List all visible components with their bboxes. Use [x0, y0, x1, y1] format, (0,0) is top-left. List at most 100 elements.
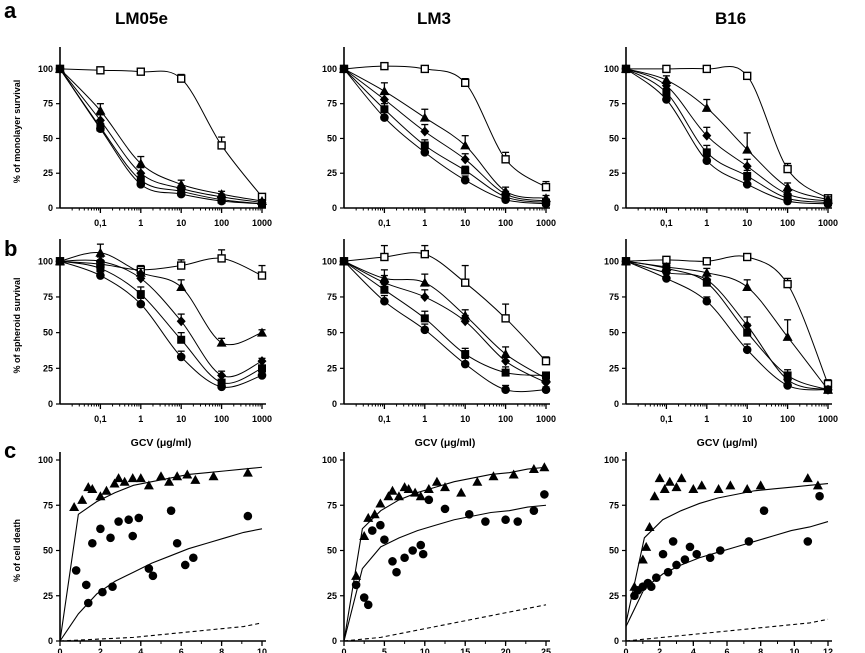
chart-b-lm05e-point-square — [177, 335, 186, 344]
chart-b-b16-point-triangle — [742, 281, 753, 291]
chart-b-lm05e-xtick-label: 1000 — [252, 414, 272, 424]
chart-c-b16-point-triangle — [742, 483, 753, 493]
chart-b-lm3-point-diamond — [460, 316, 470, 327]
chart-c-lm05e-point-triangle — [172, 471, 183, 481]
chart-b-lm3-point-circle — [380, 296, 389, 306]
chart-c-lm05e-point-circle — [134, 513, 144, 523]
chart-c-lm05e-curve-solid-1 — [59, 528, 263, 642]
chart-c-lm3-ytick-label: 25 — [327, 591, 337, 601]
chart-c-lm05e-point-triangle — [164, 476, 175, 486]
chart-c-lm05e-point-triangle — [143, 480, 154, 490]
chart-c-lm3-point-triangle — [456, 487, 467, 497]
chart-a-b16-point-circle — [662, 95, 671, 104]
chart-b-lm3-point-diamond — [379, 277, 389, 288]
chart-b-b16-series-open-square-line — [625, 255, 829, 385]
chart-b-lm05e-point-open-square — [176, 261, 186, 270]
chart-a-lm3-ytick-label: 25 — [327, 168, 337, 178]
chart-a-b16-point-circle — [783, 196, 792, 206]
chart-b-b16-ytick-label: 50 — [609, 328, 619, 338]
chart-c-lm3-point-triangle — [410, 487, 421, 497]
chart-b-lm05e-point-triangle — [216, 337, 227, 347]
chart-c-lm05e-point-circle — [81, 580, 91, 590]
chart-b-b16-point-circle — [662, 274, 671, 283]
chart-a-lm3-ytick-label: 100 — [322, 64, 337, 74]
chart-c-lm3-point-triangle — [488, 471, 499, 481]
chart-c-b16-xtick-label: 8 — [758, 647, 763, 653]
chart-a-b16-ytick-label: 100 — [604, 64, 619, 74]
chart-b-lm05e-point-triangle — [176, 281, 187, 291]
chart-b-lm05e-point-diamond — [136, 273, 146, 284]
chart-c-lm05e-point-triangle — [119, 476, 130, 486]
chart-a-lm05e-point-open-square — [217, 141, 226, 150]
chart-a-lm05e-point-open-square — [136, 67, 146, 76]
chart-c-lm05e-xtick-label: 2 — [98, 647, 103, 653]
chart-a-lm05e-ytick-label: 50 — [43, 133, 53, 143]
chart-c-lm3-xtick-label: 15 — [460, 647, 470, 653]
chart-a-lm3-point-circle — [420, 148, 430, 157]
chart-c-lm05e-point-triangle — [182, 469, 193, 479]
chart-a-lm05e-xtick-label: 10 — [176, 218, 186, 228]
chart-b-lm3-xtick-label: 100 — [498, 414, 513, 424]
chart-c-lm3-point-circle — [424, 495, 434, 505]
chart-a-lm3-series-open-square-line — [343, 65, 547, 188]
chart-c-b16-point-circle — [759, 506, 769, 515]
chart-c-lm3-xtick-label: 10 — [420, 647, 430, 653]
chart-b-lm3-series-diamond-line — [343, 260, 547, 384]
chart-a-lm3-point-diamond — [379, 94, 389, 105]
chart-a-lm05e-point-triangle — [95, 105, 106, 115]
chart-c-b16-point-circle — [658, 549, 668, 559]
chart-c-lm3-point-triangle — [440, 482, 450, 492]
chart-c-b16-xtick-label: 12 — [823, 647, 833, 653]
chart-a-b16-point-open-square — [702, 64, 711, 74]
chart-a-b16-point-diamond — [742, 161, 752, 172]
chart-c-b16-xtick-label: 4 — [691, 647, 696, 653]
chart-c-b16-point-triangle — [649, 491, 660, 501]
chart-b-lm05e-ytick-label: 25 — [43, 363, 53, 373]
chart-c-lm05e-point-triangle — [77, 494, 88, 504]
chart-a-b16-point-square — [743, 172, 752, 181]
chart-c-lm05e-ytick-label: 75 — [43, 500, 53, 510]
chart-a-lm05e-xtick-label: 0,1 — [94, 218, 107, 228]
chart-b-b16-point-square — [702, 278, 711, 287]
chart-a-b16-point-circle — [621, 64, 631, 74]
chart-b-b16-xlabel: GCV (μg/ml) — [697, 437, 758, 449]
chart-a-lm3-ytick-label: 0 — [332, 203, 337, 213]
chart-b-lm3-xtick-label: 1000 — [536, 414, 556, 424]
chart-a-b16-ytick-label: 25 — [609, 168, 619, 178]
chart-a-b16-point-triangle — [701, 102, 712, 112]
chart-c-b16-point-triangle — [713, 483, 724, 493]
chart-c-b16-point-circle — [680, 555, 690, 564]
chart-c-lm05e-point-triangle — [113, 473, 124, 483]
chart-b-lm05e-point-diamond — [217, 370, 227, 381]
chart-b-lm05e-point-diamond — [176, 316, 186, 327]
chart-a-lm3-point-triangle — [419, 112, 430, 122]
chart-c-b16-point-circle — [672, 560, 681, 570]
chart-a-lm3-point-open-square — [461, 78, 470, 88]
chart-c-b16-point-triangle — [644, 521, 655, 531]
chart-b-b16-series-circle-line — [625, 260, 829, 391]
chart-a-lm05e-ytick-label: 25 — [43, 168, 53, 178]
chart-c-lm05e-ytick-label: 0 — [48, 636, 53, 646]
chart-a-lm3-xtick-label: 10 — [460, 218, 470, 228]
chart-b-lm3-xtick-label: 10 — [460, 414, 470, 424]
chart-c-lm3-point-circle — [359, 593, 369, 602]
chart-c-b16-point-triangle — [676, 473, 687, 483]
chart-b-lm05e-point-circle — [176, 352, 186, 362]
chart-c-b16-point-triangle — [664, 476, 675, 486]
chart-c-lm3-point-circle — [464, 510, 474, 519]
chart-c-b16-point-circle — [715, 546, 725, 555]
chart-c-b16-point-circle — [668, 537, 678, 546]
chart-c-lm05e-point-circle — [71, 566, 81, 575]
chart-a-lm3-point-open-square — [420, 64, 429, 74]
chart-a-lm3-point-circle — [380, 113, 389, 122]
chart-c-b16-point-circle — [646, 582, 656, 591]
chart-b-b16-ytick-label: 100 — [604, 256, 619, 266]
chart-a-lm3-point-circle — [541, 199, 551, 209]
chart-a-b16-point-open-square — [743, 71, 752, 81]
chart-a-b16-xtick-label: 0,1 — [660, 218, 673, 228]
chart-a-lm05e-point-circle — [217, 196, 226, 206]
chart-c-lm05e-point-triangle — [127, 473, 138, 483]
chart-c-lm3-curve-dashed-2 — [343, 604, 547, 642]
chart-a-b16-point-triangle — [782, 182, 793, 192]
